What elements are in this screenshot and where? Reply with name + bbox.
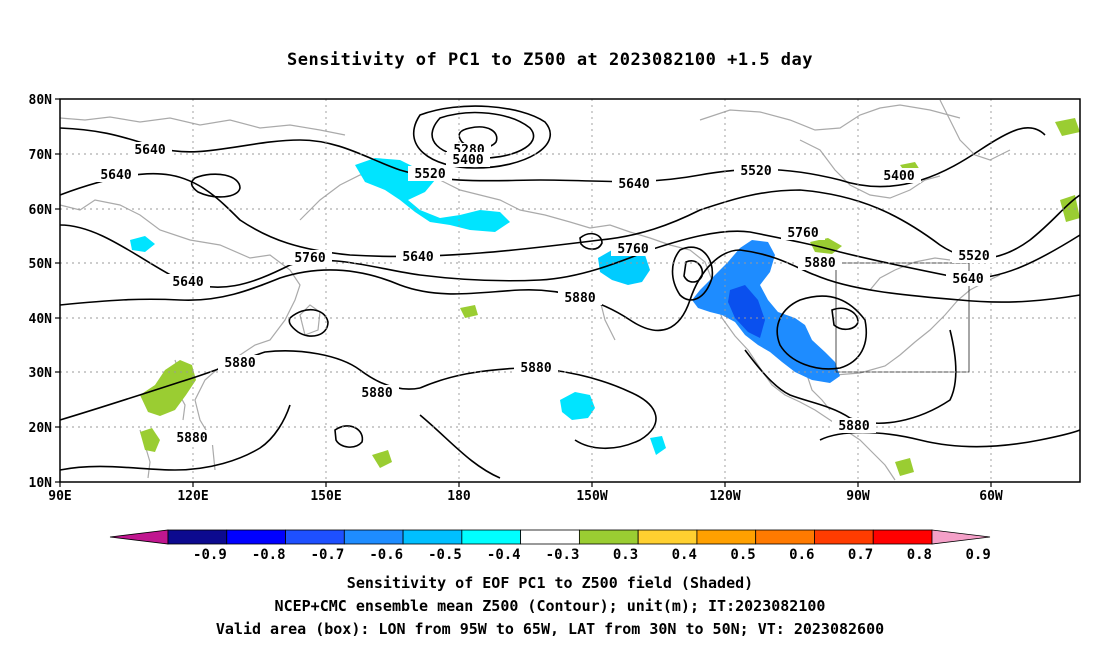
colorbar-label: -0.9 [193,547,227,563]
contour-label: 5880 [224,356,255,371]
colorbar-label: -0.7 [311,547,345,563]
colorbar-arrow-low [109,529,169,545]
colorbar-label: 0.8 [907,547,932,563]
colorbar-box [520,529,580,545]
colorbar-box [578,529,639,545]
positive-region-pacific [372,450,392,468]
negative-region-small-patch [130,236,155,252]
colorbar-label: 0.3 [613,547,638,563]
colorbar-box [285,529,345,545]
longitude-labels: 90E 120E 150E 180 150W 120W 90W 60W [48,489,1003,504]
lon-label: 180 [447,489,471,504]
contour-label: 5880 [564,291,595,306]
positive-region-philippines [140,428,160,452]
caption-line-1: Sensitivity of EOF PC1 to Z500 field (Sh… [346,574,754,592]
axis-ticks [55,98,992,487]
lat-label: 70N [29,148,53,163]
lat-label: 30N [29,366,53,381]
contour-label: 5400 [883,169,914,184]
colorbar-label: -0.3 [546,547,580,563]
colorbar-label: 0.9 [965,547,990,563]
colorbar-box [872,529,933,545]
colorbar-box [343,529,404,545]
negative-region-west-coast-core [728,285,765,338]
positive-region-arctic [1055,118,1080,136]
negative-region-bering [355,158,510,232]
lon-label: 120W [709,489,740,504]
colorbar-label: -0.8 [252,547,286,563]
colorbar-label: -0.6 [369,547,403,563]
colorbar-box [402,529,463,545]
colorbar-label: -0.4 [487,547,521,563]
contour-label: 5640 [100,168,131,183]
contour-label: 5520 [958,249,989,264]
contour-label: 5760 [294,251,325,266]
map-title: Sensitivity of PC1 to Z500 at 2023082100… [286,50,813,70]
colorbar-label: 0.6 [789,547,814,563]
colorbar-box [696,529,757,545]
lat-label: 20N [29,421,53,436]
lon-label: 90E [48,489,71,504]
sensitivity-shading [130,118,1080,476]
positive-region-north-pacific [460,305,478,318]
colorbar-arrow-high [931,529,991,545]
map-frame [59,98,1081,483]
contour-label: 5400 [452,153,483,168]
lat-label: 40N [29,312,53,327]
contour-label: 5880 [520,361,551,376]
contour-label: 5760 [617,242,648,257]
contour-label: 5640 [134,143,165,158]
lat-label: 80N [29,93,53,108]
lat-label: 10N [29,476,53,491]
colorbar-label: 0.7 [848,547,873,563]
contour-label: 5880 [838,419,869,434]
colorbar-box [461,529,522,545]
z500-contours [59,105,1081,479]
negative-region-gulf-alaska [598,248,650,285]
contour-label: 5640 [402,250,433,265]
graticule [60,99,1080,482]
colorbar-box [637,529,698,545]
positive-region-caribbean [895,458,914,476]
lon-label: 120E [177,489,208,504]
colorbar-box [167,529,228,545]
colorbar-box [755,529,815,545]
contour-label: 5640 [172,275,203,290]
latitude-labels: 80N 70N 60N 50N 40N 30N 20N 10N [29,93,53,491]
lat-label: 60N [29,203,53,218]
colorbar-label: 0.4 [672,547,697,563]
negative-region-central-pacific [560,392,595,420]
negative-region-hawaii [650,436,666,455]
positive-region-east-asia [140,360,196,416]
lat-label: 50N [29,257,53,272]
negative-region-west-coast [692,240,840,383]
lon-label: 90W [846,489,870,504]
lon-label: 150W [576,489,607,504]
valid-area-box [835,262,970,373]
contour-label: 5880 [361,386,392,401]
contour-label: 5640 [952,272,983,287]
caption-line-3: Valid area (box): LON from 95W to 65W, L… [215,620,885,638]
contour-label: 5880 [176,431,207,446]
colorbar-label: -0.5 [428,547,462,563]
contour-label: 5880 [804,256,835,271]
caption-line-2: NCEP+CMC ensemble mean Z500 (Contour); u… [274,597,826,615]
colorbar-label: 0.5 [730,547,755,563]
colorbar-box [226,529,286,545]
contour-label: 5760 [787,226,818,241]
positive-region-east [1060,195,1080,222]
lon-label: 150E [310,489,341,504]
lon-label: 60W [979,489,1003,504]
contour-labels: 5640 5640 5640 5640 5280 5400 5520 5640 … [94,142,996,446]
colorbar-box [814,529,874,545]
colorbar: -0.9 -0.8 -0.7 -0.6 -0.5 -0.4 -0.3 0.3 0.4 0.5 0.6… [109,529,991,563]
contour-label: 5520 [414,167,445,182]
contour-label: 5520 [740,164,771,179]
contour-label: 5640 [618,177,649,192]
